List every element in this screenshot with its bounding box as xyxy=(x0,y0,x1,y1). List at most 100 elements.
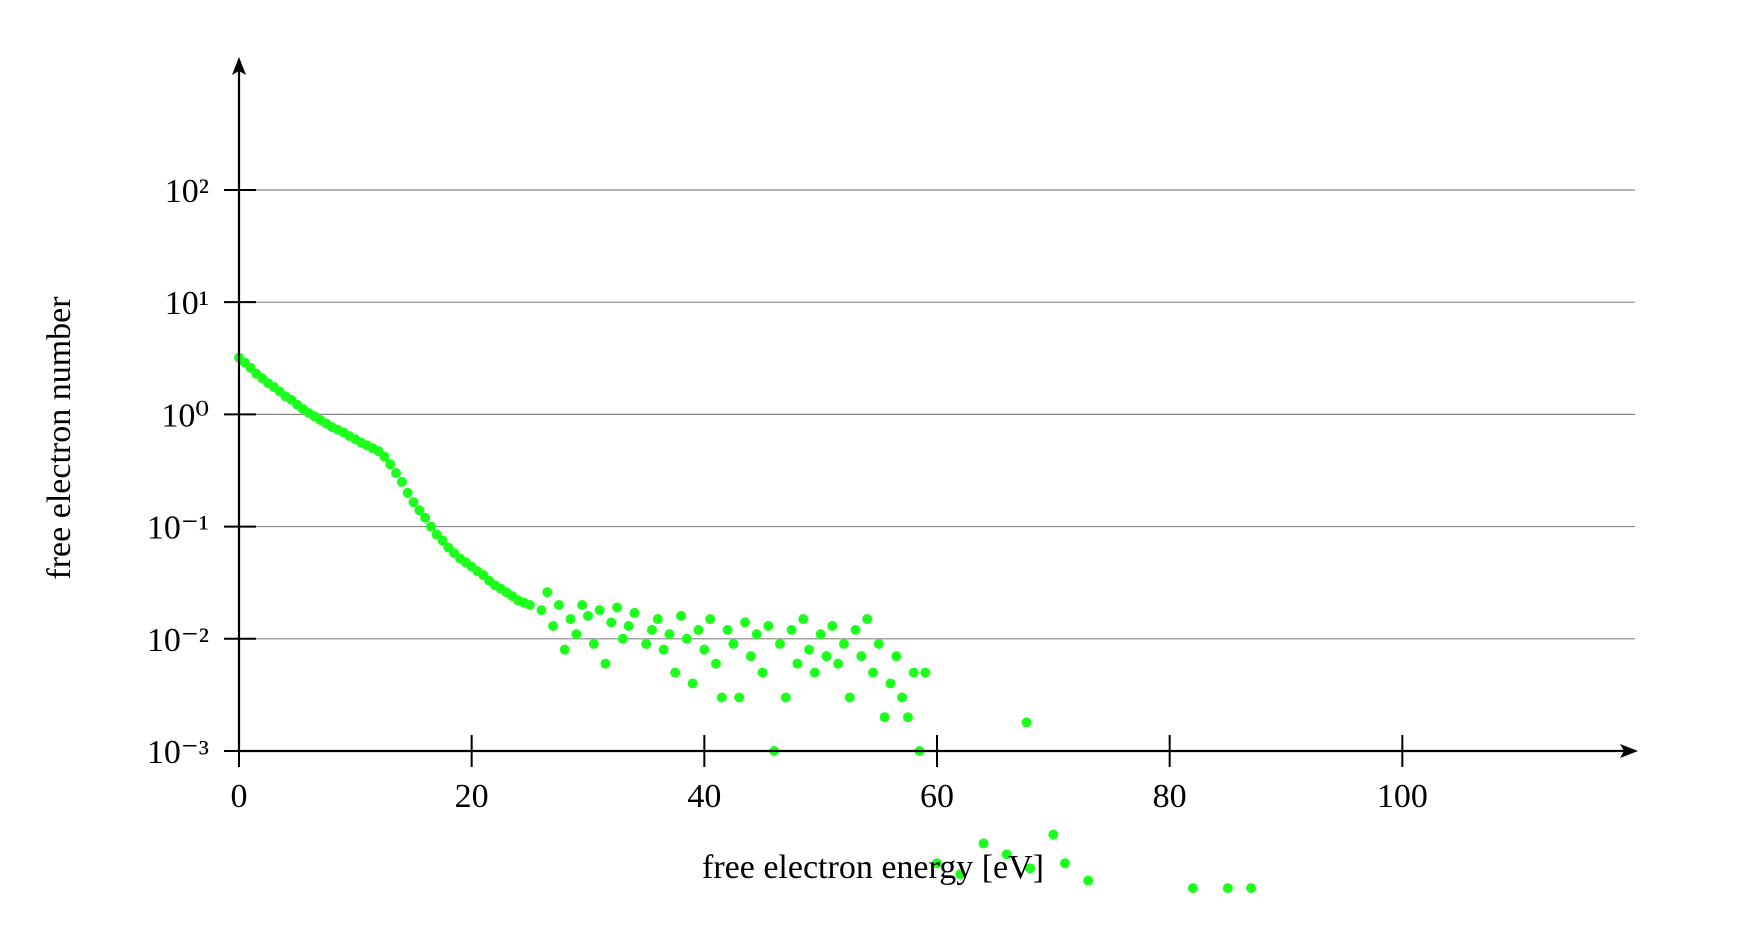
point xyxy=(1083,875,1094,886)
y-axis-label: free electron number xyxy=(41,296,78,580)
y-tick-label: 10⁰ xyxy=(161,397,209,434)
point xyxy=(1246,883,1257,894)
point xyxy=(652,614,663,625)
point xyxy=(879,712,890,723)
y-tick-label: 10⁻³ xyxy=(147,734,209,771)
points xyxy=(234,352,1257,894)
point xyxy=(891,651,902,662)
point xyxy=(571,629,582,640)
point xyxy=(902,712,913,723)
point xyxy=(908,667,919,678)
point xyxy=(425,521,436,532)
x-axis-arrow xyxy=(1620,744,1638,758)
point xyxy=(780,692,791,703)
x-tick-label: 80 xyxy=(1153,778,1187,815)
point xyxy=(897,692,908,703)
point xyxy=(536,605,547,616)
point xyxy=(594,605,605,616)
point xyxy=(868,667,879,678)
x-tick-label: 40 xyxy=(687,778,721,815)
point xyxy=(705,614,716,625)
y-tick-label: 10² xyxy=(165,173,209,210)
point xyxy=(588,638,599,649)
point xyxy=(379,451,390,462)
point xyxy=(693,624,704,635)
point xyxy=(385,459,396,470)
point xyxy=(809,667,820,678)
point xyxy=(617,633,628,644)
point xyxy=(1021,717,1032,728)
point xyxy=(792,658,803,669)
x-tick-label: 0 xyxy=(231,778,248,815)
point xyxy=(932,858,942,869)
point xyxy=(553,600,564,611)
point xyxy=(600,658,611,669)
point xyxy=(1025,863,1036,874)
point xyxy=(629,607,640,618)
point xyxy=(641,638,652,649)
point xyxy=(850,624,861,635)
point xyxy=(414,505,425,516)
point xyxy=(1222,883,1233,894)
point xyxy=(402,487,413,498)
point xyxy=(548,621,559,632)
point xyxy=(833,658,844,669)
point xyxy=(1059,858,1070,869)
point xyxy=(856,651,867,662)
x-tick-label: 60 xyxy=(920,778,954,815)
point xyxy=(978,838,989,849)
point xyxy=(646,624,657,635)
point xyxy=(804,644,815,655)
grid xyxy=(239,189,1635,640)
point xyxy=(524,600,535,611)
x-tick-label: 100 xyxy=(1377,778,1428,815)
point xyxy=(774,638,785,649)
point xyxy=(710,658,721,669)
point xyxy=(745,651,756,662)
point xyxy=(740,617,751,628)
y-tick-label: 10⁻¹ xyxy=(147,510,209,547)
y-tick-label: 10⁻² xyxy=(147,622,209,659)
point xyxy=(798,614,809,625)
point xyxy=(676,610,687,621)
point xyxy=(408,497,419,508)
point xyxy=(670,667,681,678)
point xyxy=(577,600,588,611)
point xyxy=(1001,849,1012,860)
point xyxy=(606,617,617,628)
point xyxy=(757,667,768,678)
point xyxy=(664,629,675,640)
point xyxy=(437,535,448,546)
point xyxy=(763,621,774,632)
point xyxy=(815,629,826,640)
point xyxy=(681,633,692,644)
point xyxy=(1048,829,1059,840)
point xyxy=(844,692,855,703)
point xyxy=(885,678,896,689)
y-tick-label: 10¹ xyxy=(165,285,209,322)
point xyxy=(751,629,762,640)
point xyxy=(827,621,838,632)
point xyxy=(612,602,623,613)
point xyxy=(396,476,407,487)
y-axis-arrow xyxy=(232,57,246,75)
point xyxy=(583,610,593,621)
point xyxy=(559,644,570,655)
point xyxy=(716,692,727,703)
point xyxy=(955,869,966,880)
point xyxy=(542,587,553,598)
point xyxy=(699,644,710,655)
x-tick-label: 20 xyxy=(455,778,489,815)
x-axis-label: free electron energy [eV] xyxy=(702,849,1044,886)
point xyxy=(728,638,739,649)
point xyxy=(565,614,576,625)
point xyxy=(920,667,931,678)
point xyxy=(687,678,698,689)
point xyxy=(838,638,849,649)
point xyxy=(1187,883,1198,894)
point xyxy=(862,614,873,625)
point xyxy=(420,512,431,523)
point xyxy=(786,624,797,635)
